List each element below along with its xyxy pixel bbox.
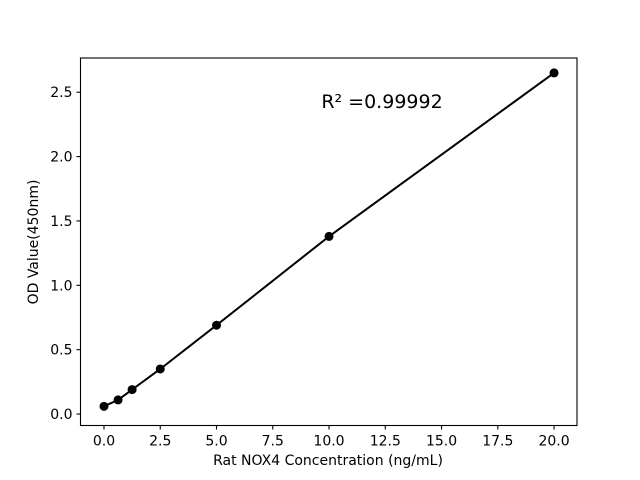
x-tick-label: 2.5 bbox=[149, 434, 171, 450]
x-tick-label: 7.5 bbox=[262, 434, 284, 450]
y-axis-label: OD Value(450nm) bbox=[26, 179, 42, 305]
x-tick-label: 12.5 bbox=[370, 434, 401, 450]
data-point bbox=[549, 68, 559, 78]
data-point bbox=[155, 364, 165, 374]
data-point bbox=[324, 231, 334, 241]
x-tick-label: 0.0 bbox=[93, 434, 115, 450]
r-squared-annotation: R² =0.99992 bbox=[321, 91, 443, 113]
x-tick-label: 20.0 bbox=[538, 434, 569, 450]
plot-frame bbox=[79, 57, 578, 427]
x-tick-label: 15.0 bbox=[426, 434, 457, 450]
data-point bbox=[99, 401, 109, 411]
x-axis-label: Rat NOX4 Concentration (ng/mL) bbox=[213, 453, 443, 469]
y-tick-label: 1.0 bbox=[50, 278, 72, 294]
x-tick-label: 10.0 bbox=[313, 434, 344, 450]
y-tick-label: 2.0 bbox=[50, 150, 72, 166]
y-tick-label: 0.5 bbox=[50, 343, 72, 359]
y-tick-label: 1.5 bbox=[50, 214, 72, 230]
x-tick-label: 17.5 bbox=[482, 434, 513, 450]
x-tick-label: 5.0 bbox=[205, 434, 227, 450]
data-point bbox=[113, 395, 123, 405]
data-point bbox=[212, 320, 222, 330]
data-point bbox=[127, 385, 137, 395]
y-tick-label: 2.5 bbox=[50, 85, 72, 101]
y-tick-label: 0.0 bbox=[50, 407, 72, 423]
